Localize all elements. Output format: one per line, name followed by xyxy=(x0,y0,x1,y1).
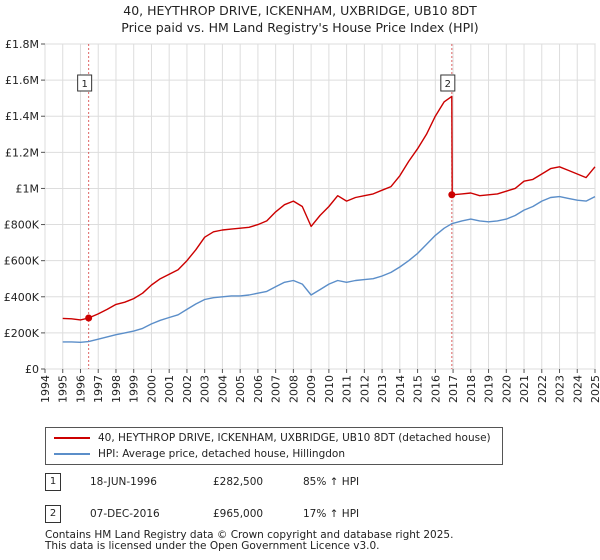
legend: 40, HEYTHROP DRIVE, ICKENHAM, UXBRIDGE, … xyxy=(45,427,503,465)
y-tick-label: £1.2M xyxy=(5,146,39,159)
x-tick-label: 2022 xyxy=(536,375,549,403)
x-tick-label: 2008 xyxy=(287,375,300,403)
x-tick-label: 1997 xyxy=(92,375,105,403)
x-tick-label: 2021 xyxy=(518,375,531,403)
legend-item-hpi: HPI: Average price, detached house, Hill… xyxy=(54,446,345,462)
axis-layer: £0 £200K £400K £600K £800K £1M £1.2M £1.4M £1.6M… xyxy=(4,38,600,403)
legend-line-property xyxy=(54,437,90,439)
footer-copyright: Contains HM Land Registry data © Crown c… xyxy=(45,529,454,541)
x-tick-label: 2025 xyxy=(589,375,600,403)
x-tick-label: 2009 xyxy=(305,375,318,403)
sale-label-box xyxy=(440,74,456,92)
legend-line-hpi xyxy=(54,453,90,455)
sale-row: 1 18-JUN-1996 £282,500 85% ↑ HPI xyxy=(45,472,565,492)
y-tick-label: £0 xyxy=(25,363,39,376)
x-tick-label: 2013 xyxy=(376,375,389,403)
x-tick-label: 1999 xyxy=(128,375,141,403)
x-tick-label: 2001 xyxy=(163,375,176,403)
x-tick-label: 2000 xyxy=(145,375,158,403)
x-tick-label: 2003 xyxy=(199,375,212,403)
chart-title-text: 40, HEYTHROP DRIVE, ICKENHAM, UXBRIDGE, … xyxy=(123,3,477,18)
plot-area xyxy=(44,43,596,370)
sale-label-number: 1 xyxy=(81,79,87,90)
x-tick-label: 1998 xyxy=(110,375,123,403)
x-tick-label: 2018 xyxy=(465,375,478,403)
sale-hpi-change: 85% ↑ HPI xyxy=(303,476,360,488)
x-tick-label: 2014 xyxy=(394,375,407,403)
sale-row: 2 07-DEC-2016 £965,000 17% ↑ HPI xyxy=(45,504,565,524)
footer-license: This data is licensed under the Open Gov… xyxy=(45,540,380,552)
x-tick-label: 2010 xyxy=(323,375,336,403)
x-tick-label: 1995 xyxy=(57,375,70,403)
x-tick-label: 2012 xyxy=(358,375,371,403)
y-tick-label: £1.8M xyxy=(5,38,39,51)
sale-number-badge: 2 xyxy=(45,505,61,523)
y-tick-label: £800K xyxy=(4,219,40,232)
sale-label-box xyxy=(77,74,93,92)
x-tick-label: 2006 xyxy=(252,375,265,403)
property-price-line xyxy=(62,95,596,321)
y-tick-label: £600K xyxy=(4,255,40,268)
x-tick-label: 2015 xyxy=(412,375,425,403)
sale-point xyxy=(85,314,93,322)
y-tick-label: £1.4M xyxy=(5,110,39,123)
sale-date: 07-DEC-2016 xyxy=(90,508,160,520)
y-tick-label: £1.6M xyxy=(5,74,39,87)
x-tick-label: 2002 xyxy=(181,375,194,403)
x-tick-label: 2016 xyxy=(429,375,442,403)
x-tick-label: 2019 xyxy=(483,375,496,403)
y-tick-label: £400K xyxy=(4,291,40,304)
legend-label-property: 40, HEYTHROP DRIVE, ICKENHAM, UXBRIDGE, … xyxy=(98,432,491,444)
hpi-line xyxy=(62,195,596,343)
y-tick-label: £1M xyxy=(16,182,40,195)
x-tick-label: 2005 xyxy=(234,375,247,403)
grid-layer xyxy=(44,43,596,370)
footer: Contains HM Land Registry data © Crown c… xyxy=(45,530,453,552)
chart-title: 40, HEYTHROP DRIVE, ICKENHAM, UXBRIDGE, … xyxy=(0,2,600,36)
x-tick-label: 1996 xyxy=(74,375,87,403)
x-tick-label: 2011 xyxy=(341,375,354,403)
x-tick-label: 2004 xyxy=(216,375,229,403)
x-tick-label: 2017 xyxy=(447,375,460,403)
sale-label-number: 2 xyxy=(445,79,451,90)
sale-price: £965,000 xyxy=(213,508,264,520)
x-tick-label: 2024 xyxy=(571,375,584,403)
x-tick-label: 2023 xyxy=(554,375,567,403)
chart-subtitle: Price paid vs. HM Land Registry's House … xyxy=(121,20,479,35)
x-tick-label: 2007 xyxy=(270,375,283,403)
legend-label-hpi: HPI: Average price, detached house, Hill… xyxy=(98,448,345,460)
sale-number-badge: 1 xyxy=(45,473,61,491)
sale-date: 18-JUN-1996 xyxy=(90,476,157,488)
y-tick-label: £200K xyxy=(4,327,40,340)
x-tick-label: 1994 xyxy=(39,375,52,403)
legend-item-property: 40, HEYTHROP DRIVE, ICKENHAM, UXBRIDGE, … xyxy=(54,430,491,446)
sale-point xyxy=(448,191,456,199)
sale-hpi-change: 17% ↑ HPI xyxy=(303,508,360,520)
x-tick-label: 2020 xyxy=(500,375,513,403)
series-layer xyxy=(62,95,596,343)
sale-price: £282,500 xyxy=(213,476,264,488)
